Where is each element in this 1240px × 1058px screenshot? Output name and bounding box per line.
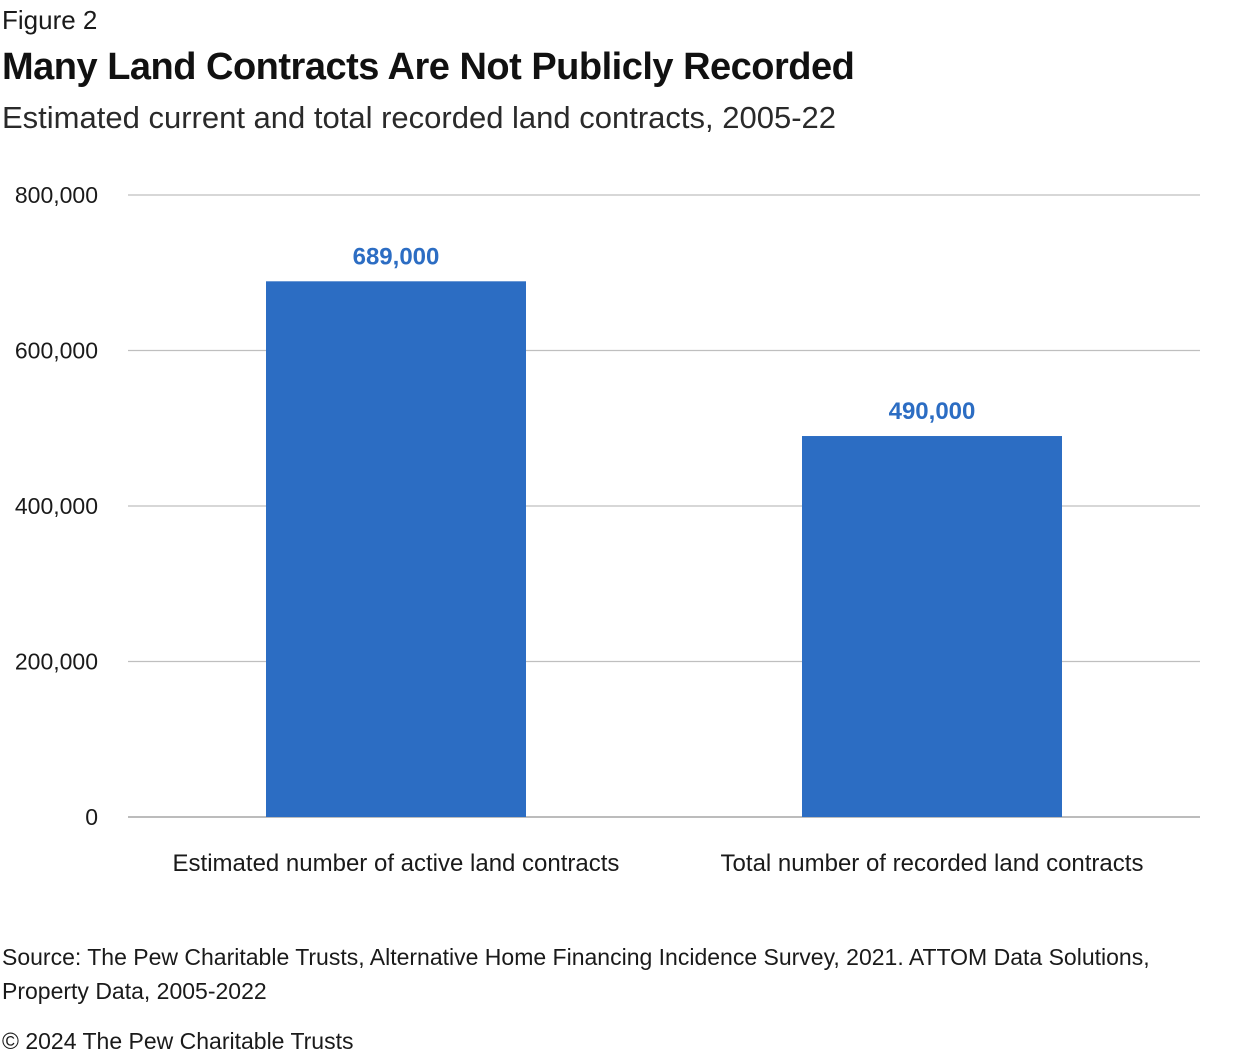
- y-tick-label: 600,000: [15, 338, 98, 364]
- chart-subtitle: Estimated current and total recorded lan…: [2, 100, 837, 135]
- chart-labels: 0 200,000 400,000 600,000 800,000 689,000 Esti…: [15, 182, 1144, 877]
- category-label: Total number of recorded land contracts: [721, 850, 1144, 877]
- bar-value-label: 490,000: [889, 398, 976, 425]
- bar: [266, 281, 526, 817]
- source-note: Source: The Pew Charitable Trusts, Alter…: [2, 944, 1150, 1004]
- chart-title: Many Land Contracts Are Not Publicly Rec…: [2, 46, 855, 88]
- bar: [802, 436, 1062, 817]
- bar-chart: 0 200,000 400,000 600,000 800,000 689,000 Esti…: [15, 182, 1200, 877]
- copyright-note: © 2024 The Pew Charitable Trusts: [2, 1028, 354, 1054]
- bar-value-label: 689,000: [353, 243, 440, 270]
- y-tick-label: 0: [85, 804, 98, 830]
- y-tick-label: 200,000: [15, 649, 98, 675]
- y-tick-label: 400,000: [15, 493, 98, 519]
- bars: [266, 281, 1062, 817]
- category-label: Estimated number of active land contract…: [173, 850, 620, 877]
- figure-label: Figure 2: [2, 5, 98, 35]
- y-tick-label: 800,000: [15, 182, 98, 208]
